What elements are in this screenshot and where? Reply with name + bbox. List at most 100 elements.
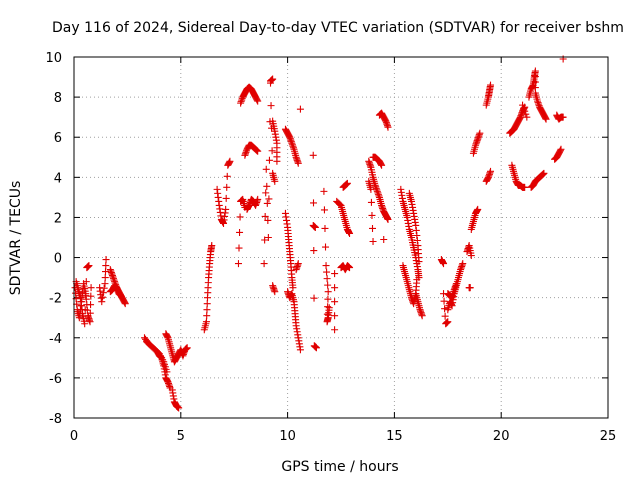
data-point: [367, 198, 375, 206]
y-axis: -8 -6 -4 -2 0 2 4 6 8 10: [45, 51, 608, 427]
data-point: [487, 167, 495, 175]
data-point: [99, 293, 107, 301]
data-point: [236, 228, 244, 236]
data-point: [542, 115, 550, 123]
data-point: [521, 183, 529, 191]
y-tick-label: 10: [45, 51, 62, 66]
x-tick-label: 5: [177, 429, 185, 444]
data-point: [415, 258, 423, 266]
data-point: [254, 147, 262, 155]
data-point: [441, 305, 449, 313]
data-point: [324, 288, 332, 296]
data-point: [452, 280, 460, 288]
data-point: [102, 262, 110, 270]
data-point: [296, 105, 304, 113]
data-point: [369, 238, 377, 246]
data-point: [331, 312, 339, 320]
data-point: [263, 199, 271, 207]
data-point: [208, 242, 216, 250]
data-point: [367, 185, 375, 193]
data-point: [264, 234, 272, 241]
plot-frame: [73, 56, 609, 419]
data-point: [175, 404, 183, 412]
data-point: [440, 260, 448, 268]
data-point: [522, 110, 530, 118]
data-point: [85, 262, 93, 270]
data-point: [520, 104, 528, 112]
data-points: [71, 55, 567, 412]
data-point: [87, 284, 95, 292]
data-point: [262, 165, 270, 173]
data-point: [226, 157, 234, 165]
data-point: [235, 244, 243, 252]
data-point: [440, 297, 448, 305]
data-point: [325, 304, 333, 312]
data-point: [268, 147, 276, 155]
data-point: [444, 318, 452, 326]
y-axis-label: SDTVAR / TECUs: [8, 181, 24, 296]
data-point: [557, 145, 565, 153]
data-point: [163, 368, 171, 376]
data-point: [474, 205, 482, 213]
data-point: [87, 301, 95, 309]
data-point: [384, 123, 392, 131]
data-point: [117, 292, 125, 300]
data-point: [331, 284, 339, 292]
data-point: [265, 195, 273, 203]
data-point: [312, 344, 320, 352]
y-tick-label: 2: [54, 211, 62, 226]
data-point: [310, 247, 318, 255]
data-point: [203, 312, 211, 320]
data-point: [323, 268, 331, 276]
data-point: [346, 229, 354, 237]
data-point: [418, 312, 426, 320]
x-axis-label: GPS time / hours: [281, 459, 398, 475]
chart-title: Day 116 of 2024, Sidereal Day-to-day VTE…: [52, 20, 624, 36]
data-point: [234, 260, 242, 268]
x-tick-label: 15: [386, 429, 403, 444]
data-point: [294, 260, 302, 268]
data-point: [413, 276, 421, 284]
data-point: [261, 236, 269, 244]
data-point: [273, 157, 281, 165]
data-point: [324, 303, 332, 311]
data-point: [101, 280, 109, 288]
data-point: [86, 309, 94, 317]
y-tick-label: -8: [49, 412, 62, 427]
data-point: [343, 179, 351, 187]
data-point: [269, 75, 277, 83]
data-point: [519, 101, 527, 109]
x-axis: 0 5 10 15 20 25: [70, 57, 616, 444]
data-point: [294, 159, 302, 167]
data-point: [309, 199, 317, 207]
data-point: [331, 270, 339, 278]
y-tick-label: 8: [54, 91, 62, 106]
data-point: [324, 281, 332, 289]
y-tick-label: 6: [54, 131, 62, 146]
data-point: [203, 300, 211, 308]
data-point: [322, 262, 330, 270]
data-point: [222, 205, 230, 213]
data-point: [267, 102, 275, 110]
data-point: [476, 129, 484, 137]
data-point: [223, 183, 231, 191]
data-point: [331, 298, 339, 306]
data-point: [271, 177, 279, 185]
data-point: [467, 252, 475, 260]
data-point: [264, 216, 272, 224]
data-point: [309, 151, 317, 159]
grid: [74, 57, 608, 418]
data-point: [322, 243, 330, 251]
data-point: [559, 113, 567, 121]
data-point: [368, 211, 376, 219]
data-point: [336, 200, 344, 208]
y-tick-label: -4: [49, 332, 62, 347]
data-point: [101, 274, 109, 282]
data-point: [121, 300, 129, 308]
data-point: [311, 223, 319, 231]
data-point: [523, 113, 531, 121]
data-point: [521, 107, 529, 115]
data-point: [296, 346, 304, 354]
data-point: [82, 292, 90, 300]
data-point: [82, 278, 90, 286]
